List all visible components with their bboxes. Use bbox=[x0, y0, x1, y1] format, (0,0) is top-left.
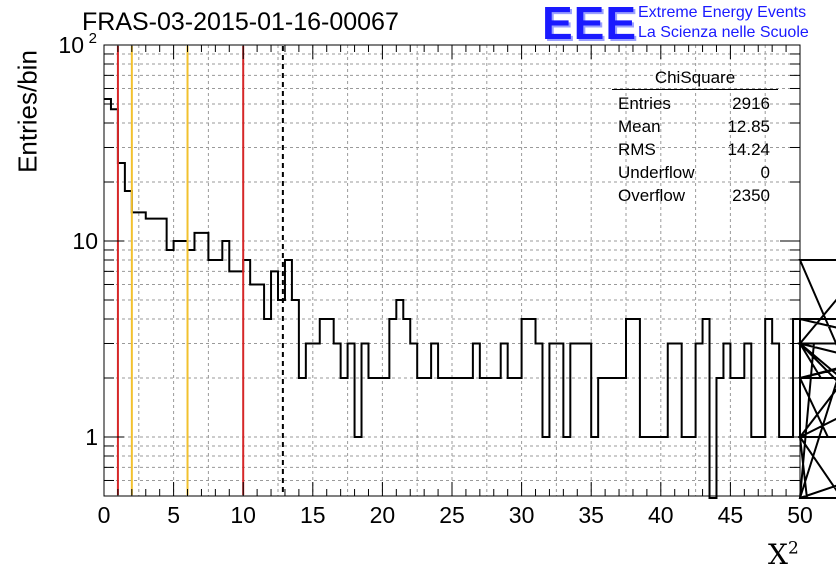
x-tick-label: 5 bbox=[167, 502, 180, 528]
histogram-bin bbox=[222, 241, 229, 496]
stats-row: Underflow 0 bbox=[612, 161, 778, 184]
histogram-bin bbox=[744, 343, 751, 496]
histogram-bin bbox=[793, 319, 800, 496]
y-axis-label: Entries/bin bbox=[12, 50, 43, 173]
histogram-bin bbox=[111, 109, 118, 496]
histogram-bin bbox=[577, 343, 584, 496]
histogram-bin bbox=[556, 343, 563, 496]
y-tick-label-exponent: 2 bbox=[89, 30, 97, 47]
histogram-bin bbox=[278, 300, 285, 496]
stats-row: Mean 12.85 bbox=[612, 115, 778, 138]
histogram-bin bbox=[334, 343, 341, 496]
stats-row-label: Entries bbox=[618, 94, 671, 113]
histogram-bin bbox=[536, 343, 543, 496]
stats-row: Overflow 2350 bbox=[612, 184, 778, 207]
histogram-bin bbox=[633, 319, 640, 496]
histogram-bin bbox=[320, 319, 327, 496]
chart-title: FRAS-03-2015-01-16-00067 bbox=[82, 8, 399, 36]
histogram-bin bbox=[584, 343, 591, 496]
histogram-bin bbox=[522, 319, 529, 496]
stats-row-value: 14.24 bbox=[727, 140, 770, 159]
x-tick-label: 30 bbox=[509, 502, 535, 528]
histogram-bin bbox=[410, 343, 417, 496]
histogram-bin bbox=[181, 241, 188, 496]
stats-row-value: 12.85 bbox=[727, 117, 770, 136]
histogram-bin bbox=[772, 343, 779, 496]
histogram-bin bbox=[668, 343, 675, 496]
histogram-bin bbox=[139, 212, 146, 496]
histogram-bin bbox=[188, 250, 195, 496]
histogram-bin bbox=[389, 319, 396, 496]
histogram-bin bbox=[313, 343, 320, 496]
stats-row-label: RMS bbox=[618, 140, 656, 159]
x-tick-label: 35 bbox=[578, 502, 604, 528]
histogram-bin bbox=[403, 319, 410, 496]
x-tick-label: 0 bbox=[98, 502, 111, 528]
histogram-bin bbox=[327, 319, 334, 496]
stats-row: RMS 14.24 bbox=[612, 138, 778, 161]
x-tick-label: 10 bbox=[230, 502, 256, 528]
histogram-bin bbox=[501, 343, 508, 496]
stats-row-value: 2916 bbox=[732, 94, 770, 113]
x-tick-label: 25 bbox=[439, 502, 465, 528]
grid-lines bbox=[104, 45, 800, 496]
histogram-bin bbox=[696, 343, 703, 496]
stats-row-label: Overflow bbox=[618, 186, 686, 205]
logo-mark: EEE bbox=[542, 0, 638, 49]
stats-row-value: 0 bbox=[760, 163, 770, 182]
histogram-bin bbox=[626, 319, 633, 496]
histogram-bin bbox=[473, 343, 480, 496]
histogram-series bbox=[104, 98, 836, 499]
x-tick-label: 45 bbox=[718, 502, 744, 528]
y-tick-label: 10 bbox=[58, 32, 84, 58]
stats-row-label: Mean bbox=[618, 117, 661, 136]
histogram-line bbox=[104, 98, 836, 499]
histogram-bin bbox=[765, 319, 772, 496]
x-tick-label: 40 bbox=[648, 502, 674, 528]
histogram-bin bbox=[264, 319, 271, 496]
x-tick-label: 50 bbox=[787, 502, 813, 528]
stats-box: ChiSquare Entries 2916 Mean 12.85 RMS 14.24 Un… bbox=[612, 68, 778, 207]
histogram-bin bbox=[362, 343, 369, 496]
reference-lines bbox=[116, 46, 284, 495]
histogram-bin bbox=[236, 271, 243, 496]
x-axis-label: X2 bbox=[768, 538, 799, 571]
histogram-bin bbox=[529, 319, 536, 496]
histogram-bin bbox=[229, 271, 236, 496]
histogram-bin bbox=[257, 284, 264, 496]
histogram-bin bbox=[570, 343, 577, 496]
stats-row-label: Underflow bbox=[618, 163, 695, 182]
stats-row: Entries 2916 bbox=[612, 92, 778, 115]
axis-ticks: 0 5 10 15 20 25 30 35 40 45 50 1 10 10 2 bbox=[58, 30, 812, 528]
histogram-bin bbox=[174, 241, 181, 496]
histogram-bin bbox=[723, 343, 730, 496]
x-tick-label: 15 bbox=[300, 502, 326, 528]
histogram-bin bbox=[549, 343, 556, 496]
histogram-bin bbox=[306, 343, 313, 496]
y-tick-label: 10 bbox=[72, 228, 98, 254]
x-tick-label: 20 bbox=[370, 502, 396, 528]
stats-row-value: 2350 bbox=[732, 186, 770, 205]
histogram-bin bbox=[104, 99, 111, 496]
logo-line-1: Extreme Energy Events bbox=[638, 4, 807, 21]
x-axis-label-sup: 2 bbox=[787, 538, 799, 559]
histogram-bin bbox=[675, 343, 682, 496]
histogram-bin bbox=[250, 284, 257, 496]
histogram-bin bbox=[703, 319, 710, 496]
eee-logo: EEE Extreme Energy Events La Scienza nel… bbox=[542, 0, 832, 49]
logo-line-2: La Scienza nelle Scuole bbox=[638, 24, 809, 41]
histogram-bin bbox=[271, 271, 278, 496]
histogram-bin bbox=[348, 343, 355, 496]
histogram-bin bbox=[167, 250, 174, 496]
histogram-bin bbox=[396, 300, 403, 496]
histogram-bin bbox=[194, 233, 201, 496]
x-axis-label-base: X bbox=[768, 538, 788, 571]
histogram-bin bbox=[201, 233, 208, 496]
y-tick-label: 1 bbox=[85, 424, 98, 450]
histogram-bin bbox=[132, 212, 139, 496]
stats-title: ChiSquare bbox=[612, 68, 778, 90]
histogram-bin bbox=[292, 300, 299, 496]
histogram-bin bbox=[431, 343, 438, 496]
